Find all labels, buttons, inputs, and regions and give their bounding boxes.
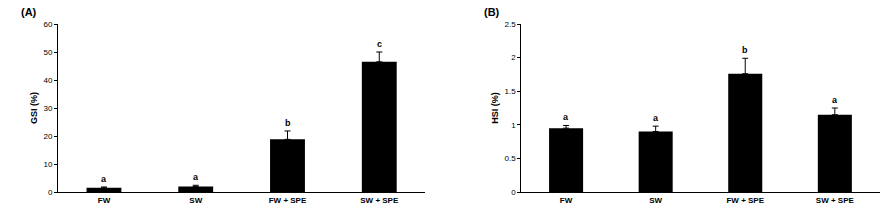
svg-text:60: 60 xyxy=(44,20,53,29)
svg-text:SW: SW xyxy=(189,196,202,205)
svg-text:HSI (%): HSI (%) xyxy=(490,92,500,124)
svg-text:1: 1 xyxy=(511,121,516,130)
svg-text:40: 40 xyxy=(44,76,53,85)
svg-text:FW: FW xyxy=(98,196,111,205)
svg-text:2: 2 xyxy=(511,53,516,62)
svg-text:FW: FW xyxy=(560,196,573,205)
svg-text:0.5: 0.5 xyxy=(505,154,517,163)
svg-text:2.5: 2.5 xyxy=(505,20,517,29)
svg-text:a: a xyxy=(832,95,838,105)
svg-text:SW + SPE: SW + SPE xyxy=(360,196,399,205)
svg-text:1.5: 1.5 xyxy=(505,87,517,96)
svg-text:a: a xyxy=(563,112,569,122)
svg-text:0: 0 xyxy=(48,188,53,197)
svg-text:c: c xyxy=(377,39,382,49)
svg-text:b: b xyxy=(285,118,291,128)
svg-text:20: 20 xyxy=(44,132,53,141)
svg-text:SW: SW xyxy=(649,196,662,205)
svg-text:FW + SPE: FW + SPE xyxy=(269,196,307,205)
svg-text:a: a xyxy=(101,174,107,184)
svg-text:30: 30 xyxy=(44,104,53,113)
svg-text:(A): (A) xyxy=(21,6,37,18)
svg-text:a: a xyxy=(193,172,199,182)
svg-text:SW + SPE: SW + SPE xyxy=(816,196,855,205)
svg-text:10: 10 xyxy=(44,160,53,169)
svg-text:FW + SPE: FW + SPE xyxy=(726,196,764,205)
svg-text:(B): (B) xyxy=(484,6,500,18)
svg-text:0: 0 xyxy=(511,188,516,197)
svg-text:50: 50 xyxy=(44,48,53,57)
svg-text:GSI (%): GSI (%) xyxy=(29,92,39,124)
svg-text:a: a xyxy=(653,113,659,123)
svg-text:b: b xyxy=(742,45,748,55)
